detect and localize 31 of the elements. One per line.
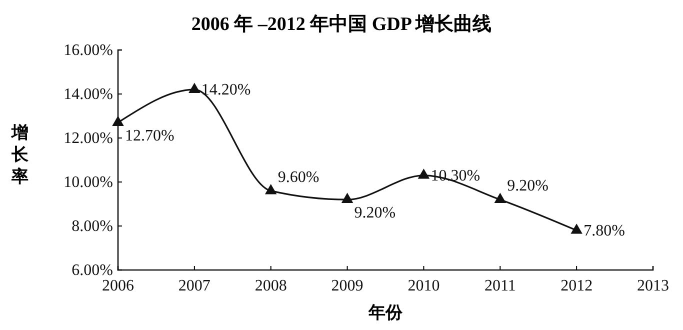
y-axis-title: 增长率 <box>10 123 30 186</box>
data-label: 9.60% <box>278 168 320 186</box>
x-tick-label: 2008 <box>254 278 287 295</box>
x-axis-title: 年份 <box>368 303 404 322</box>
y-tick-label: 8.00% <box>72 218 113 236</box>
y-tick-label: 14.00% <box>64 86 113 104</box>
x-tick-label: 2010 <box>408 278 440 295</box>
y-tick-label: 6.00% <box>72 262 113 280</box>
y-tick-label: 16.00% <box>64 42 113 60</box>
x-tick-label: 2006 <box>102 278 134 295</box>
chart-title: 2006 年 –2012 年中国 GDP 增长曲线 <box>191 13 492 35</box>
data-label: 9.20% <box>507 178 548 195</box>
point <box>570 224 582 234</box>
point <box>418 168 430 179</box>
x-tick-label: 2007 <box>178 278 210 295</box>
x-tick-label: 2012 <box>560 278 593 295</box>
x-tick-label: 2009 <box>331 278 364 295</box>
x-tick-label: 2013 <box>637 278 669 295</box>
data-label: 12.70% <box>125 128 174 145</box>
data-label: 9.20% <box>354 204 396 222</box>
point <box>112 116 124 126</box>
point <box>341 192 354 203</box>
data-label: 14.20% <box>201 82 251 99</box>
data-label: 10.30% <box>430 167 480 184</box>
point <box>264 184 277 194</box>
point <box>188 82 200 93</box>
x-tick-label: 2011 <box>484 278 516 295</box>
point <box>494 192 506 203</box>
data-label: 7.80% <box>584 222 625 240</box>
y-tick-label: 12.00% <box>64 130 113 148</box>
y-tick-label: 10.00% <box>64 174 113 192</box>
